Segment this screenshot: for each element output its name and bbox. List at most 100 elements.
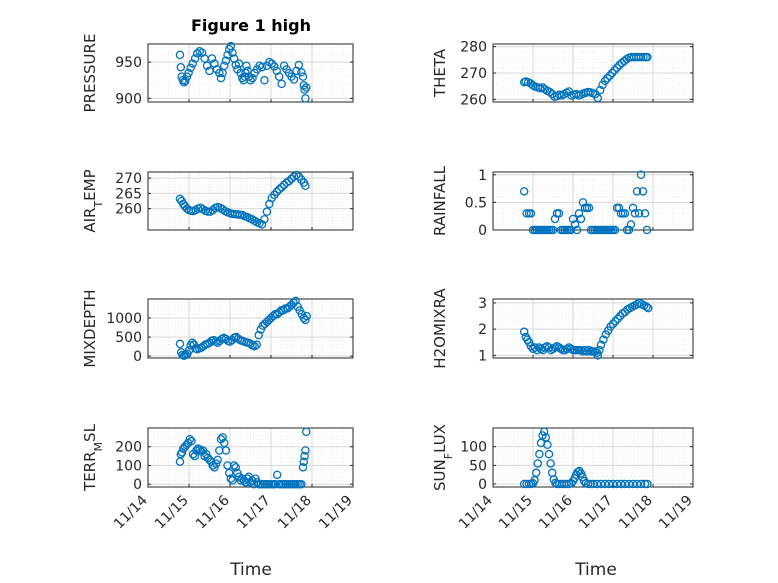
data-point [223,50,232,60]
data-point [611,317,620,326]
data-point [632,479,642,489]
series-markers [519,52,652,103]
data-point [188,59,197,68]
data-point [298,72,308,81]
data-point [634,209,644,218]
data-point [640,479,650,489]
axes-box [147,43,354,103]
data-point [301,315,310,325]
data-point [628,479,638,489]
data-point [242,61,251,71]
y-axis-label: SUNFLUX [431,424,455,491]
data-point [580,345,590,355]
data-point [186,63,195,73]
data-point [522,479,531,489]
data-point [610,66,619,75]
data-point [624,479,634,489]
data-point [608,479,618,489]
data-point [279,306,288,315]
y-tick-label: 2 [478,322,487,338]
x-tick-label: 11/14 [111,492,151,532]
data-point [274,185,284,194]
data-point [548,225,558,235]
data-point [614,203,624,213]
data-point [176,62,186,72]
data-point [572,225,582,235]
data-point [586,479,595,489]
data-point [519,327,529,337]
data-point [175,50,185,60]
data-point [216,73,226,83]
data-point [532,345,542,355]
data-point [260,215,269,224]
y-tick-label: 100 [115,458,142,474]
data-point [600,479,610,489]
y-tick-label: 500 [115,330,142,346]
data-point [584,203,594,213]
y-tick-label: 270 [460,66,487,82]
y-tick-label: 0 [133,477,142,493]
data-point [231,463,240,472]
x-tick-label: 11/19 [316,493,356,533]
data-point [190,54,200,63]
data-point [605,71,615,80]
y-tick-label: 3 [478,296,487,312]
data-point [531,468,541,478]
data-point [600,76,610,86]
data-point [550,214,560,224]
data-point [228,476,237,485]
x-axis-label-left: Time [229,560,272,580]
panel-right-1: 260 270 280 THETA [431,40,694,108]
data-point [272,470,282,480]
data-point [613,314,623,323]
series-markers [175,427,311,489]
data-point [528,344,538,354]
data-point [583,479,593,489]
data-point [257,220,267,229]
data-point [526,209,536,218]
data-point [626,220,636,229]
y-tick-label: 900 [115,91,142,107]
data-point [608,319,618,329]
data-point [221,446,231,455]
data-point [190,451,199,461]
axes-box [147,298,354,359]
data-point [547,468,557,478]
y-tick-label: 0 [478,223,487,239]
data-point [294,60,304,70]
data-point [254,330,263,340]
data-point [642,225,652,235]
data-point [582,347,592,356]
data-point [207,54,217,63]
data-point [593,351,603,360]
data-point [596,340,606,350]
data-point [224,468,234,478]
data-point [274,72,284,81]
data-point [576,214,586,224]
panel-right-2: 0 0.5 1 RAINFALL [431,165,694,239]
y-tick-label: 265 [115,186,142,202]
data-point [562,344,572,354]
data-point [297,68,306,77]
x-tick-label: 11/15 [152,493,192,533]
y-tick-label: 0 [478,477,487,493]
data-point [603,74,612,83]
data-point [550,343,560,352]
data-point [270,479,280,489]
y-axis-label: PRESSURE [81,34,99,113]
axes-box [492,298,694,359]
data-point [184,68,193,78]
data-point [643,303,653,313]
data-point [284,176,294,186]
data-point [228,48,237,57]
data-point [202,61,212,71]
series-markers [175,41,311,103]
data-point [576,345,586,355]
data-point [551,478,560,488]
data-point [612,63,622,72]
data-point [642,302,651,312]
data-point [620,479,630,489]
data-point [187,436,196,446]
data-point [620,209,630,218]
